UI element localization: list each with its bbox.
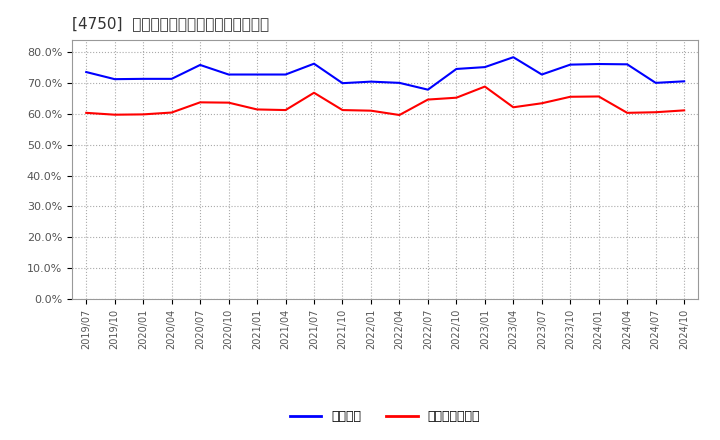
- 固定長期適合率: [338, 107, 347, 113]
- 固定長期適合率: [253, 107, 261, 112]
- 固定長期適合率: [595, 94, 603, 99]
- 固定比率: [537, 72, 546, 77]
- 固定長期適合率: [167, 110, 176, 115]
- 固定比率: [423, 87, 432, 92]
- 固定長期適合率: [480, 84, 489, 89]
- 固定比率: [452, 66, 461, 72]
- 固定比率: [225, 72, 233, 77]
- 固定長期適合率: [110, 112, 119, 117]
- 固定長期適合率: [139, 112, 148, 117]
- 固定比率: [196, 62, 204, 68]
- 固定比率: [82, 70, 91, 75]
- 固定比率: [366, 79, 375, 84]
- 固定比率: [566, 62, 575, 67]
- 固定長期適合率: [196, 100, 204, 105]
- 固定比率: [509, 55, 518, 60]
- Line: 固定長期適合率: 固定長期適合率: [86, 87, 684, 115]
- 固定比率: [338, 81, 347, 86]
- 固定比率: [680, 79, 688, 84]
- 固定長期適合率: [310, 90, 318, 95]
- Line: 固定比率: 固定比率: [86, 57, 684, 90]
- 固定比率: [395, 80, 404, 85]
- 固定比率: [110, 77, 119, 82]
- 固定長期適合率: [509, 105, 518, 110]
- Text: [4750]  固定比率、固定長期適合率の推移: [4750] 固定比率、固定長期適合率の推移: [72, 16, 269, 32]
- 固定比率: [282, 72, 290, 77]
- 固定比率: [167, 76, 176, 81]
- Legend: 固定比率, 固定長期適合率: 固定比率, 固定長期適合率: [285, 405, 485, 428]
- 固定比率: [595, 61, 603, 66]
- 固定長期適合率: [366, 108, 375, 114]
- 固定比率: [310, 61, 318, 66]
- 固定比率: [139, 76, 148, 81]
- 固定長期適合率: [566, 94, 575, 99]
- 固定比率: [623, 62, 631, 67]
- 固定長期適合率: [282, 107, 290, 113]
- 固定長期適合率: [452, 95, 461, 100]
- 固定比率: [652, 80, 660, 85]
- 固定比率: [253, 72, 261, 77]
- 固定長期適合率: [423, 97, 432, 102]
- 固定長期適合率: [225, 100, 233, 105]
- 固定長期適合率: [652, 110, 660, 115]
- 固定長期適合率: [82, 110, 91, 115]
- 固定長期適合率: [680, 108, 688, 113]
- 固定長期適合率: [537, 101, 546, 106]
- 固定長期適合率: [623, 110, 631, 115]
- 固定長期適合率: [395, 112, 404, 117]
- 固定比率: [480, 65, 489, 70]
